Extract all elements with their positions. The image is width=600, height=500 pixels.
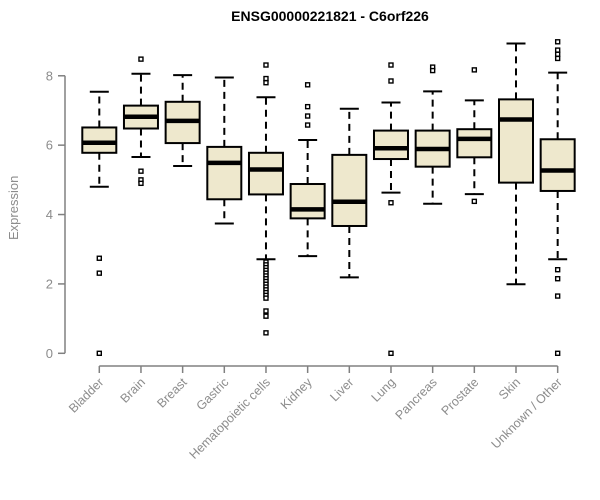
outlier-point bbox=[471, 67, 478, 73]
outlier-point bbox=[388, 200, 394, 206]
boxplot-pancreas bbox=[414, 64, 451, 205]
iqr-box bbox=[247, 151, 284, 196]
y-tick-label: 4 bbox=[46, 207, 53, 222]
x-tick-label-kidney: Kidney bbox=[278, 375, 315, 412]
outlier-point bbox=[554, 47, 561, 53]
boxplot-liver bbox=[331, 107, 368, 279]
outlier-point bbox=[554, 39, 561, 45]
x-tick-label-unknown-other: Unknown / Other bbox=[489, 375, 565, 451]
chart-title: ENSG00000221821 - C6orf226 bbox=[231, 8, 429, 24]
outlier-point bbox=[471, 198, 478, 205]
y-axis-title: Expression bbox=[6, 175, 21, 240]
x-tick-label-bladder: Bladder bbox=[66, 375, 106, 415]
iqr-box bbox=[372, 129, 409, 161]
boxplot-lung bbox=[372, 62, 409, 356]
outlier-point bbox=[263, 330, 269, 336]
boxplot-hematopoietic-cells bbox=[247, 62, 284, 336]
outlier-point bbox=[554, 55, 561, 62]
x-tick-label-prostate: Prostate bbox=[439, 375, 482, 418]
x-tick-label-brain: Brain bbox=[118, 375, 149, 406]
boxplot-bladder bbox=[81, 90, 118, 356]
iqr-box bbox=[498, 98, 534, 184]
x-tick-label-breast: Breast bbox=[154, 375, 190, 411]
outlier-point bbox=[429, 67, 436, 74]
outlier-point bbox=[388, 78, 394, 84]
outlier-point bbox=[96, 255, 103, 261]
outlier-point bbox=[554, 350, 561, 356]
outlier-point bbox=[263, 62, 269, 68]
x-tick-label-skin: Skin bbox=[496, 375, 523, 402]
y-axis: 0 2 4 6 8 bbox=[46, 68, 66, 361]
boxplot-gastric bbox=[206, 76, 243, 225]
iqr-box bbox=[289, 183, 326, 220]
outlier-point bbox=[554, 51, 561, 57]
iqr-box bbox=[206, 145, 243, 201]
iqr-box bbox=[331, 153, 368, 227]
outlier-point bbox=[96, 350, 103, 356]
outlier-point bbox=[554, 293, 561, 299]
boxplot-kidney bbox=[289, 82, 326, 258]
outlier-point bbox=[138, 168, 144, 174]
outlier-point bbox=[263, 75, 269, 82]
y-tick-label: 2 bbox=[46, 276, 53, 291]
boxplot-breast bbox=[164, 74, 201, 167]
outlier-point bbox=[304, 122, 311, 128]
y-tick-label: 6 bbox=[46, 138, 53, 153]
y-tick-label: 0 bbox=[46, 346, 53, 361]
outlier-point bbox=[554, 276, 561, 282]
outlier-point bbox=[388, 62, 394, 68]
x-tick-label-lung: Lung bbox=[369, 375, 399, 405]
boxplot-skin bbox=[498, 42, 534, 286]
boxplot-brain bbox=[122, 56, 159, 187]
outlier-point bbox=[304, 113, 311, 119]
outlier-point bbox=[263, 80, 269, 86]
y-tick-label: 8 bbox=[46, 68, 53, 83]
outlier-point bbox=[304, 103, 311, 110]
outlier-point bbox=[388, 350, 394, 356]
iqr-box bbox=[539, 138, 576, 192]
outlier-point bbox=[554, 266, 561, 273]
outlier-point bbox=[304, 82, 311, 88]
x-tick-label-liver: Liver bbox=[327, 375, 356, 404]
outlier-point bbox=[96, 270, 103, 276]
outlier-point bbox=[263, 308, 269, 314]
x-tick-label-hematopoietic-cells: Hematopoietic cells bbox=[187, 375, 274, 462]
boxplot-unknown-other bbox=[539, 39, 576, 356]
boxplot-prostate bbox=[456, 67, 493, 205]
outlier-point bbox=[138, 180, 144, 187]
iqr-box bbox=[81, 126, 118, 154]
iqr-box bbox=[456, 128, 493, 159]
x-tick-label-pancreas: Pancreas bbox=[393, 375, 440, 422]
outlier-point bbox=[263, 313, 269, 319]
outlier-point bbox=[263, 295, 269, 301]
outlier-point bbox=[138, 56, 144, 62]
x-tick-label-gastric: Gastric bbox=[194, 375, 232, 413]
